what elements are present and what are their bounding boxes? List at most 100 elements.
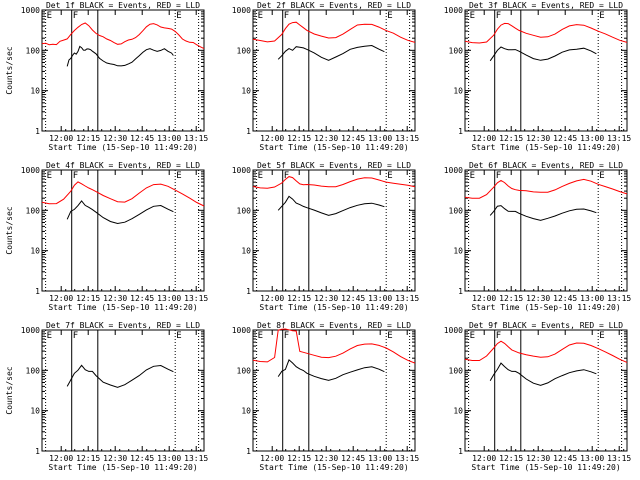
x-axis-label: Start Time (15-Sep-10 11:49:20) (471, 463, 620, 472)
y-tick-label: 100 (237, 366, 252, 375)
x-tick-label: 12:45 (341, 294, 365, 303)
x-tick-label: 12:45 (130, 134, 154, 143)
x-tick-label: 12:00 (49, 294, 73, 303)
series-line-lld (252, 328, 416, 364)
x-axis-label: Start Time (15-Sep-10 11:49:20) (48, 303, 197, 312)
chart-title: Det 5f BLACK = Events, RED = LLD (257, 161, 411, 170)
x-tick-label: 12:15 (499, 134, 523, 143)
x-axis-label: Start Time (15-Sep-10 11:49:20) (48, 143, 197, 152)
x-tick-label: 12:00 (472, 454, 496, 463)
time-marker-label: E (176, 11, 181, 21)
x-tick-label: 12:30 (103, 134, 127, 143)
chart-panel-7: Det 7f BLACK = Events, RED = LLD 1 10 100 10… (5, 321, 208, 472)
y-tick-label: 10 (241, 87, 251, 96)
y-tick-label: 1000 (232, 326, 251, 335)
time-marker-label: E (47, 171, 52, 181)
y-tick-label: 1000 (21, 166, 40, 175)
x-tick-label: 12:15 (287, 454, 311, 463)
x-tick-label: 13:00 (157, 454, 181, 463)
y-tick-label: 1000 (444, 6, 463, 15)
y-axis-label: Counts/sec (5, 366, 14, 414)
plot-frame (41, 169, 205, 292)
x-tick-label: 12:00 (49, 134, 73, 143)
series-line-events (277, 359, 385, 381)
y-tick-label: 100 (449, 46, 464, 55)
time-marker-label: F (496, 331, 501, 341)
x-tick-label: 13:15 (395, 454, 419, 463)
y-tick-label: 1000 (21, 6, 40, 15)
time-marker-label: E (470, 331, 475, 341)
x-axis-label: Start Time (15-Sep-10 11:49:20) (471, 303, 620, 312)
time-marker-label: F (284, 171, 289, 181)
y-tick-label: 10 (453, 87, 463, 96)
series-line-lld (252, 176, 416, 189)
y-tick-label: 1 (35, 447, 40, 456)
time-marker-label: F (496, 171, 501, 181)
series-line-lld (252, 21, 416, 43)
x-tick-label: 12:15 (76, 294, 100, 303)
y-tick-label: 100 (449, 206, 464, 215)
x-tick-label: 12:45 (553, 294, 577, 303)
x-axis-label: Start Time (15-Sep-10 11:49:20) (259, 303, 408, 312)
x-tick-label: 12:30 (103, 454, 127, 463)
x-tick-label: 12:30 (314, 294, 338, 303)
y-tick-label: 10 (453, 247, 463, 256)
x-tick-label: 13:00 (580, 454, 604, 463)
chart-panel-6: Det 6f BLACK = Events, RED = LLD 1 10 100 10… (444, 161, 632, 312)
x-tick-label: 12:30 (526, 454, 550, 463)
y-tick-label: 1 (35, 287, 40, 296)
time-marker-label: E (47, 11, 52, 21)
plot-frame (252, 169, 416, 292)
x-tick-label: 13:15 (607, 294, 631, 303)
chart-panel-8: Det 8f BLACK = Events, RED = LLD 1 10 100 10… (232, 321, 420, 472)
x-tick-label: 12:15 (287, 294, 311, 303)
x-tick-label: 13:15 (184, 134, 208, 143)
x-tick-label: 13:00 (368, 454, 392, 463)
series-line-lld (464, 22, 628, 44)
x-tick-label: 13:00 (580, 294, 604, 303)
y-tick-label: 1000 (232, 6, 251, 15)
series-line-events (66, 364, 174, 388)
y-tick-label: 1 (246, 287, 251, 296)
x-tick-label: 12:45 (341, 134, 365, 143)
y-tick-label: 1000 (21, 326, 40, 335)
y-tick-label: 1 (458, 447, 463, 456)
x-tick-label: 13:00 (368, 134, 392, 143)
x-tick-label: 13:15 (395, 294, 419, 303)
y-tick-label: 100 (237, 46, 252, 55)
chart-panel-9: Det 9f BLACK = Events, RED = LLD 1 10 100 10… (444, 321, 632, 472)
chart-title: Det 6f BLACK = Events, RED = LLD (469, 161, 623, 170)
y-axis-label: Counts/sec (5, 206, 14, 254)
time-marker-label: F (496, 11, 501, 21)
x-tick-label: 13:15 (184, 454, 208, 463)
y-tick-label: 1000 (232, 166, 251, 175)
plot-frame (252, 329, 416, 452)
x-tick-label: 12:30 (526, 294, 550, 303)
y-axis-label: Counts/sec (5, 46, 14, 94)
chart-title: Det 9f BLACK = Events, RED = LLD (469, 321, 623, 330)
x-tick-label: 12:15 (76, 454, 100, 463)
time-marker-label: F (284, 331, 289, 341)
y-tick-label: 1 (458, 127, 463, 136)
y-tick-label: 10 (30, 87, 40, 96)
x-tick-label: 12:15 (499, 294, 523, 303)
time-marker-label: F (73, 331, 78, 341)
chart-panel-5: Det 5f BLACK = Events, RED = LLD 1 10 100 10… (232, 161, 420, 312)
x-tick-label: 12:15 (76, 134, 100, 143)
time-marker-label: F (284, 11, 289, 21)
time-marker-label: E (387, 331, 392, 341)
x-tick-label: 12:45 (130, 294, 154, 303)
x-tick-label: 13:00 (368, 294, 392, 303)
y-tick-label: 10 (30, 407, 40, 416)
x-tick-label: 12:00 (260, 134, 284, 143)
x-axis-label: Start Time (15-Sep-10 11:49:20) (259, 143, 408, 152)
time-marker-label: E (387, 171, 392, 181)
time-marker-label: E (599, 331, 604, 341)
chart-title: Det 1f BLACK = Events, RED = LLD (46, 1, 200, 10)
x-tick-label: 13:15 (184, 294, 208, 303)
chart-title: Det 4f BLACK = Events, RED = LLD (46, 161, 200, 170)
x-axis-label: Start Time (15-Sep-10 11:49:20) (48, 463, 197, 472)
chart-panel-3: Det 3f BLACK = Events, RED = LLD 1 10 100 10… (444, 1, 632, 152)
x-tick-label: 12:30 (103, 294, 127, 303)
